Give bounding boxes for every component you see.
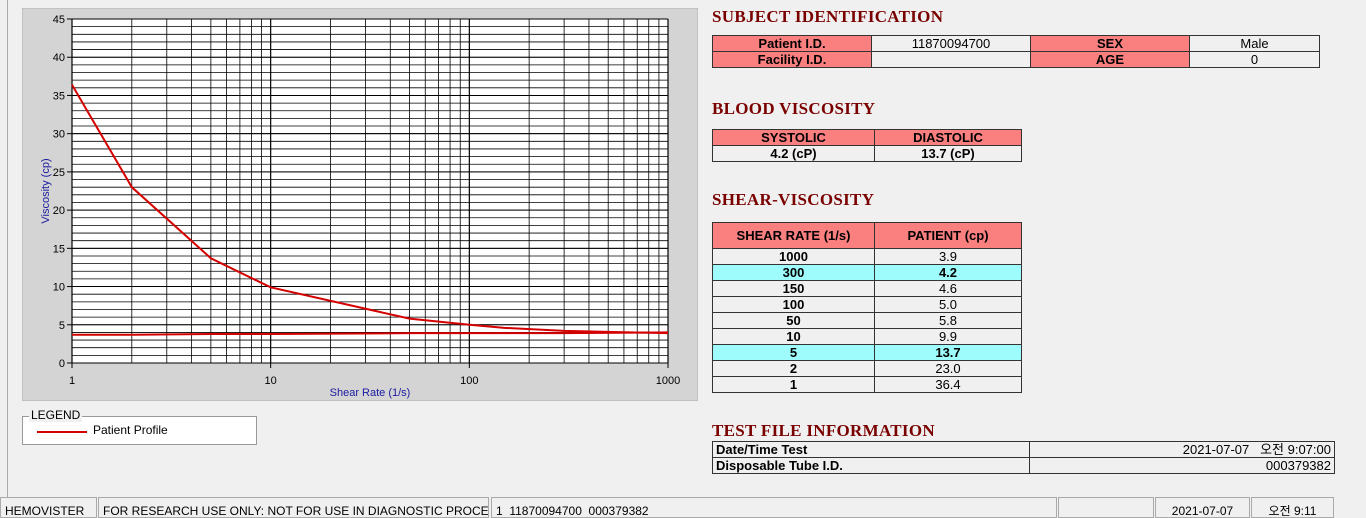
x-tick-label: 100 [460,375,478,387]
cell: PATIENT (cp) [874,222,1022,249]
y-axis-label: Viscosity (cp) [40,158,52,223]
y-tick-label: 20 [53,205,65,217]
section-title: SUBJECT IDENTIFICATION [712,7,944,26]
status-cell [1058,497,1154,518]
cell: Male [1189,35,1320,52]
y-tick-label: 45 [53,14,65,26]
y-tick-label: 25 [53,167,65,179]
cell: SHEAR RATE (1/s) [712,222,875,249]
legend: LEGEND Patient Profile [22,408,257,445]
cell: 4.2 (cP) [712,145,875,162]
plot-area [72,19,668,363]
y-tick-label: 5 [59,320,65,332]
status-cell: 2021-07-07 [1155,497,1250,518]
cell: 10 [712,328,875,345]
cell: 150 [712,280,875,297]
status-cell: HEMOVISTER [0,497,97,518]
table-row: 10 9.9 [712,328,1022,345]
test-file-table: Date/Time Test 2021-07-07 오전 9:07:00 Disp… [712,441,1335,474]
legend-label: Patient Profile [93,423,168,437]
cell [871,51,1031,68]
cell: 13.7 [874,344,1022,361]
cell: Patient I.D. [712,35,872,52]
blood-viscosity-table: SYSTOLIC DIASTOLIC 4.2 (cP) 13.7 (cP) [712,129,1022,162]
y-tick-label: 30 [53,129,65,141]
status-cell: 1 11870094700 000379382 [491,497,1057,518]
status-cell: 오전 9:11 [1251,497,1334,518]
cell: 3.9 [874,248,1022,265]
cell: 1 [712,376,875,393]
cell: Disposable Tube I.D. [712,457,1030,474]
cell: 0 [1189,51,1320,68]
table-row: 150 4.6 [712,280,1022,297]
cell: 5.8 [874,312,1022,329]
section-title: SHEAR-VISCOSITY [712,190,875,209]
y-tick-label: 40 [53,52,65,64]
cell: 11870094700 [871,35,1031,52]
left-frame [0,0,8,497]
cell: 23.0 [874,360,1022,377]
cell: 000379382 [1029,457,1335,474]
y-tick-label: 15 [53,243,65,255]
status-cell: FOR RESEARCH USE ONLY: NOT FOR USE IN DI… [98,497,489,518]
table-row: 1000 3.9 [712,248,1022,265]
section-title: TEST FILE INFORMATION [712,421,935,440]
cell: 9.9 [874,328,1022,345]
cell: 300 [712,264,875,281]
x-tick-label: 1000 [656,375,680,387]
cell: Facility I.D. [712,51,872,68]
cell: AGE [1030,51,1190,68]
table-row: 1 36.4 [712,376,1022,393]
legend-title: LEGEND [29,408,83,422]
y-tick-label: 0 [59,358,65,370]
cell: 2021-07-07 오전 9:07:00 [1029,441,1335,458]
table-row: 50 5.8 [712,312,1022,329]
y-tick-label: 35 [53,90,65,102]
table-row: 100 5.0 [712,296,1022,313]
legend-swatch [37,431,87,433]
cell: 1000 [712,248,875,265]
table-row: 300 4.2 [712,264,1022,281]
cell: 50 [712,312,875,329]
cell: DIASTOLIC [874,129,1022,146]
cell: 4.2 [874,264,1022,281]
cell: Date/Time Test [712,441,1030,458]
cell: 36.4 [874,376,1022,393]
x-tick-label: 10 [265,375,277,387]
cell: 2 [712,360,875,377]
cell: 5 [712,344,875,361]
cell: 100 [712,296,875,313]
x-axis-label: Shear Rate (1/s) [330,387,411,399]
table-row: 2 23.0 [712,360,1022,377]
cell: 4.6 [874,280,1022,297]
chart: 0 5 10 15 20 25 30 35 40 45 1 10 100 1000 Shear Rate (… [22,8,698,401]
cell: SEX [1030,35,1190,52]
cell: 13.7 (cP) [874,145,1022,162]
data-line [71,84,669,335]
data-line [72,331,669,336]
x-tick-label: 1 [69,375,75,387]
section-title: BLOOD VISCOSITY [712,99,876,118]
cell: 5.0 [874,296,1022,313]
cell: SYSTOLIC [712,129,875,146]
table-row: 5 13.7 [712,344,1022,361]
subject-table: Patient I.D. 11870094700 SEX Male Facility … [712,35,1320,68]
y-tick-label: 10 [53,282,65,294]
shear-table: SHEAR RATE (1/s) PATIENT (cp) 1000 3.9 300 4… [712,222,1022,393]
